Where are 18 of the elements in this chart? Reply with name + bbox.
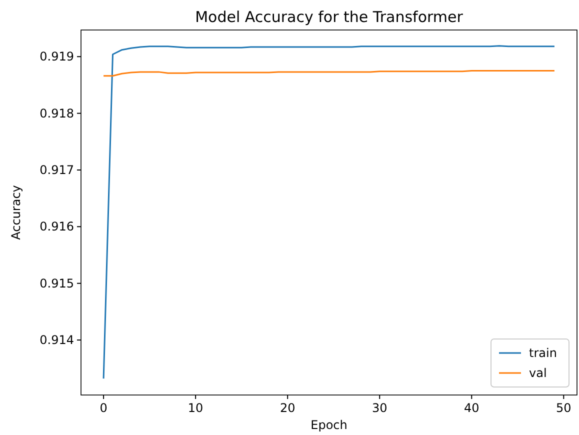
- y-tick-label: 0.918: [40, 106, 74, 120]
- y-tick-label: 0.915: [40, 276, 74, 290]
- x-tick-label: 0: [100, 401, 108, 415]
- legend-label: train: [529, 346, 557, 360]
- y-tick-label: 0.917: [40, 162, 74, 177]
- x-tick-label: 10: [188, 401, 204, 415]
- y-tick-label: 0.919: [40, 50, 74, 64]
- y-axis-title: Accuracy: [9, 185, 23, 240]
- chart-title: Model Accuracy for the Transformer: [195, 8, 464, 26]
- x-tick-label: 20: [280, 401, 296, 415]
- legend-label: val: [529, 366, 547, 380]
- x-axis-title: Epoch: [310, 418, 348, 432]
- line-series: [102, 45, 556, 380]
- y-tick-label: 0.916: [40, 220, 74, 234]
- x-tick-label: 30: [372, 401, 388, 415]
- x-tick-label: 50: [556, 401, 572, 415]
- x-tick-label: 40: [464, 401, 480, 415]
- y-tick-label: 0.914: [40, 333, 74, 348]
